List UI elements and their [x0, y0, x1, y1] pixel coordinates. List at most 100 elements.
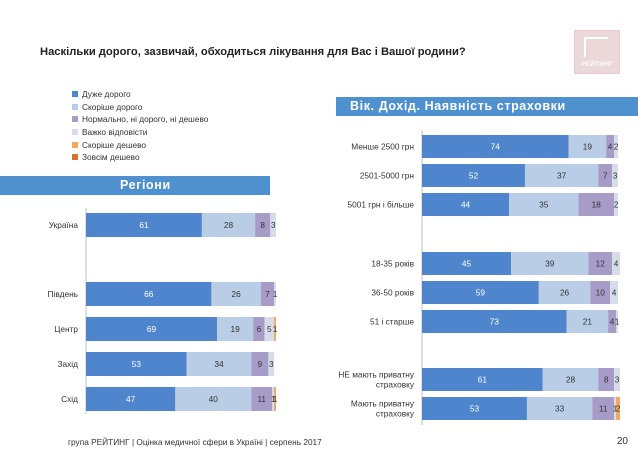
category-label: Схід	[61, 394, 78, 404]
bar-segment	[422, 135, 569, 158]
legend-swatch	[72, 91, 78, 98]
data-label: 37	[557, 171, 567, 181]
bar-segment	[175, 387, 252, 411]
category-label: 5001 грн і більше	[348, 200, 415, 210]
legend-swatch	[72, 116, 78, 123]
data-label: 52	[469, 171, 479, 181]
data-label: 53	[470, 404, 480, 414]
bar-segment	[616, 397, 620, 420]
data-label: 73	[490, 317, 500, 327]
category-label: 2501-5000 грн	[360, 171, 414, 181]
legend-item: Важко відповісти	[72, 126, 208, 139]
data-label: 1	[273, 324, 278, 334]
bar-segment	[422, 193, 510, 216]
legend-label: Дуже дорого	[82, 89, 131, 100]
page-title: Наскільки дорого, зазвичай, обходиться л…	[40, 46, 466, 58]
bar-segment	[270, 213, 276, 237]
data-label: 7	[265, 289, 270, 299]
bar-segment	[511, 252, 589, 275]
legend-item: Дуже дорого	[72, 88, 208, 101]
bar-segment	[538, 281, 591, 304]
bar-segment	[186, 352, 252, 376]
bar-segment	[612, 252, 620, 275]
bar-segment	[592, 397, 615, 420]
bar-segment	[598, 368, 615, 391]
data-label: 26	[560, 288, 570, 298]
bar-segment	[86, 387, 176, 411]
data-label: 61	[478, 375, 488, 385]
bar-segment	[422, 368, 543, 391]
data-label: 35	[539, 200, 549, 210]
data-label: 61	[139, 220, 149, 230]
data-label: 26	[231, 289, 241, 299]
data-label: 3	[271, 220, 276, 230]
data-label: 28	[566, 375, 576, 385]
chart-legend: Дуже дорого Скоріше дорого Нормально, ні…	[72, 88, 208, 164]
legend-item: Нормально, ні дорого, ні дешево	[72, 113, 208, 126]
data-label: 19	[583, 142, 593, 152]
legend-label: Скоріше дорого	[82, 101, 143, 112]
data-label: 10	[596, 288, 606, 298]
category-label: 36-50 років	[371, 288, 414, 298]
data-label: 2	[614, 200, 619, 210]
bar-segment	[274, 387, 276, 411]
legend-item: Скоріше дорого	[72, 101, 208, 114]
legend-label: Зовсім дешево	[82, 152, 140, 163]
bar-segment	[251, 387, 273, 411]
legend-label: Нормально, ні дорого, ні дешево	[82, 114, 209, 125]
bar-segment	[616, 310, 619, 333]
data-label: 8	[604, 375, 609, 385]
data-label: 69	[147, 324, 157, 334]
data-label: 66	[144, 289, 154, 299]
category-label: Україна	[49, 220, 79, 230]
legend-swatch	[72, 129, 78, 136]
bar-segment	[542, 368, 599, 391]
bar-segment	[614, 397, 617, 420]
bar-segment	[568, 135, 607, 158]
bar-segment	[614, 135, 619, 158]
bar-segment	[422, 252, 512, 275]
bar-segment	[274, 282, 276, 306]
bar-segment	[590, 281, 611, 304]
data-label: 5	[267, 324, 272, 334]
category-label: Центр	[54, 324, 78, 334]
data-label: 2	[616, 404, 621, 414]
category-label: Мають приватну	[351, 399, 415, 409]
bar-segment	[566, 310, 609, 333]
section-label-regions-text: Регіони	[120, 178, 171, 192]
category-label: страховку	[376, 409, 415, 419]
bar-segment	[211, 282, 261, 306]
section-label-regions: Регіони	[0, 176, 270, 195]
legend-swatch	[72, 154, 78, 161]
data-label: 53	[132, 359, 142, 369]
legend-swatch	[72, 141, 78, 148]
bar-segment	[614, 193, 619, 216]
data-label: 4	[608, 142, 613, 152]
bar-segment	[86, 213, 202, 237]
data-label: 1	[273, 289, 278, 299]
bar-segment	[260, 282, 275, 306]
data-label: 1	[613, 404, 618, 414]
legend-item: Зовсім дешево	[72, 151, 208, 164]
bar-segment	[509, 193, 579, 216]
legend-swatch	[72, 103, 78, 110]
section-label-age-text: Вік. Дохід. Наявність страховки	[350, 99, 566, 113]
bar-segment	[610, 281, 619, 304]
data-label: 19	[231, 324, 241, 334]
data-label: 11	[599, 404, 608, 414]
rating-logo: РЕЙТИНГ	[574, 30, 620, 74]
data-label: 7	[603, 171, 608, 181]
data-label: 4	[610, 317, 615, 327]
category-label: Захід	[58, 359, 79, 369]
data-label: 12	[596, 259, 606, 269]
bar-segment	[598, 164, 613, 187]
data-label: 2	[614, 142, 619, 152]
data-label: 74	[491, 142, 501, 152]
bar-segment	[606, 135, 615, 158]
data-label: 4	[612, 288, 617, 298]
data-label: 18	[592, 200, 602, 210]
logo-mark-icon	[584, 37, 608, 57]
legend-item: Скоріше дешево	[72, 138, 208, 151]
